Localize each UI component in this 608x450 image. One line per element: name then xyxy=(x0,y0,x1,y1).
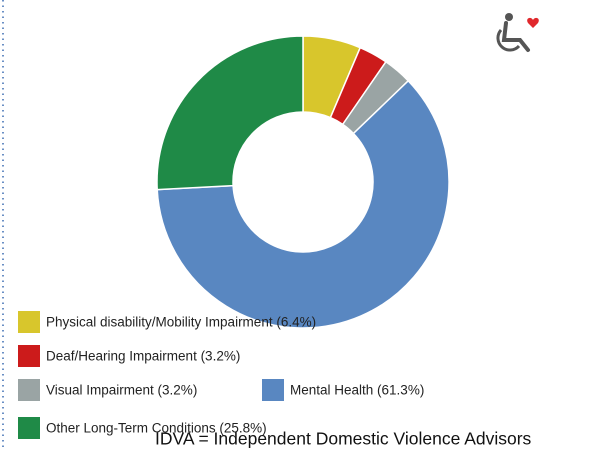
legend-label: Visual Impairment (3.2%) xyxy=(46,383,197,398)
legend-label: Other Long-Term Conditions (25.8%) xyxy=(46,421,267,436)
slice xyxy=(156,79,450,329)
legend-label: Physical disability/Mobility Impairment … xyxy=(46,315,316,330)
legend-swatch xyxy=(18,345,40,367)
legend-swatch xyxy=(18,379,40,401)
legend-label: Deaf/Hearing Impairment (3.2%) xyxy=(46,349,240,364)
slice xyxy=(156,35,304,191)
legend-swatch xyxy=(262,379,284,401)
wheelchair-icon xyxy=(496,13,539,52)
legend-swatch xyxy=(18,417,40,439)
legend-label: Mental Health (61.3%) xyxy=(290,383,424,398)
footnote: IDVA = Independent Domestic Violence Adv… xyxy=(155,429,532,449)
legend-swatch xyxy=(18,311,40,333)
